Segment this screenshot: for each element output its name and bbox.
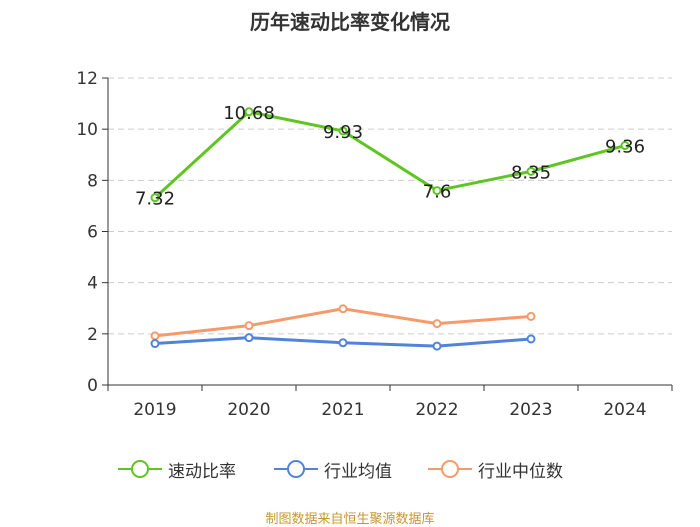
- data-point: [432, 319, 442, 329]
- x-tick-label: 2023: [509, 400, 552, 420]
- data-point: [620, 141, 630, 151]
- data-point: [526, 334, 536, 344]
- data-point: [526, 311, 536, 321]
- legend-label-quick-ratio: 速动比率: [168, 461, 236, 482]
- data-label: 7.6: [423, 182, 452, 203]
- data-point: [244, 107, 254, 117]
- legend-item-industry-mean[interactable]: 行业均值: [274, 455, 392, 483]
- y-tick-label: 6: [87, 223, 98, 243]
- legend-item-quick-ratio[interactable]: 速动比率: [118, 455, 236, 483]
- series-line: [153, 110, 626, 199]
- source-note: 制图数据来自恒生聚源数据库: [265, 512, 435, 527]
- legend: 速动比率 行业均值 行业中位数: [0, 455, 700, 483]
- legend-item-industry-median[interactable]: 行业中位数: [428, 455, 563, 483]
- data-point: [150, 331, 160, 341]
- data-point: [244, 333, 254, 343]
- y-tick-label: 8: [87, 171, 98, 191]
- data-label: 10.68: [223, 103, 275, 124]
- data-point: [150, 193, 160, 203]
- y-tick-label: 4: [87, 274, 98, 294]
- x-tick-label: 2019: [133, 400, 176, 420]
- x-tick-label: 2020: [227, 400, 270, 420]
- data-label: 9.36: [605, 137, 645, 158]
- x-tick-label: 2022: [415, 400, 458, 420]
- legend-label-industry-mean: 行业均值: [324, 461, 392, 482]
- data-point: [432, 186, 442, 196]
- y-tick-label: 2: [87, 325, 98, 345]
- data-point: [338, 304, 348, 314]
- data-label: 9.93: [323, 122, 363, 143]
- data-point: [526, 166, 536, 176]
- data-point: [338, 338, 348, 348]
- data-point: [150, 339, 160, 349]
- data-label: 7.32: [135, 189, 175, 210]
- data-label: 8.35: [511, 162, 551, 183]
- data-point: [244, 321, 254, 331]
- x-tick-label: 2021: [321, 400, 364, 420]
- y-tick-label: 10: [76, 120, 98, 140]
- y-tick-label: 0: [87, 376, 98, 396]
- data-point: [338, 126, 348, 136]
- x-tick-label: 2024: [603, 400, 646, 420]
- chart-title: 历年速动比率变化情况: [250, 10, 450, 34]
- data-point: [432, 341, 442, 351]
- y-tick-label: 12: [76, 69, 98, 89]
- legend-label-industry-median: 行业中位数: [478, 461, 563, 482]
